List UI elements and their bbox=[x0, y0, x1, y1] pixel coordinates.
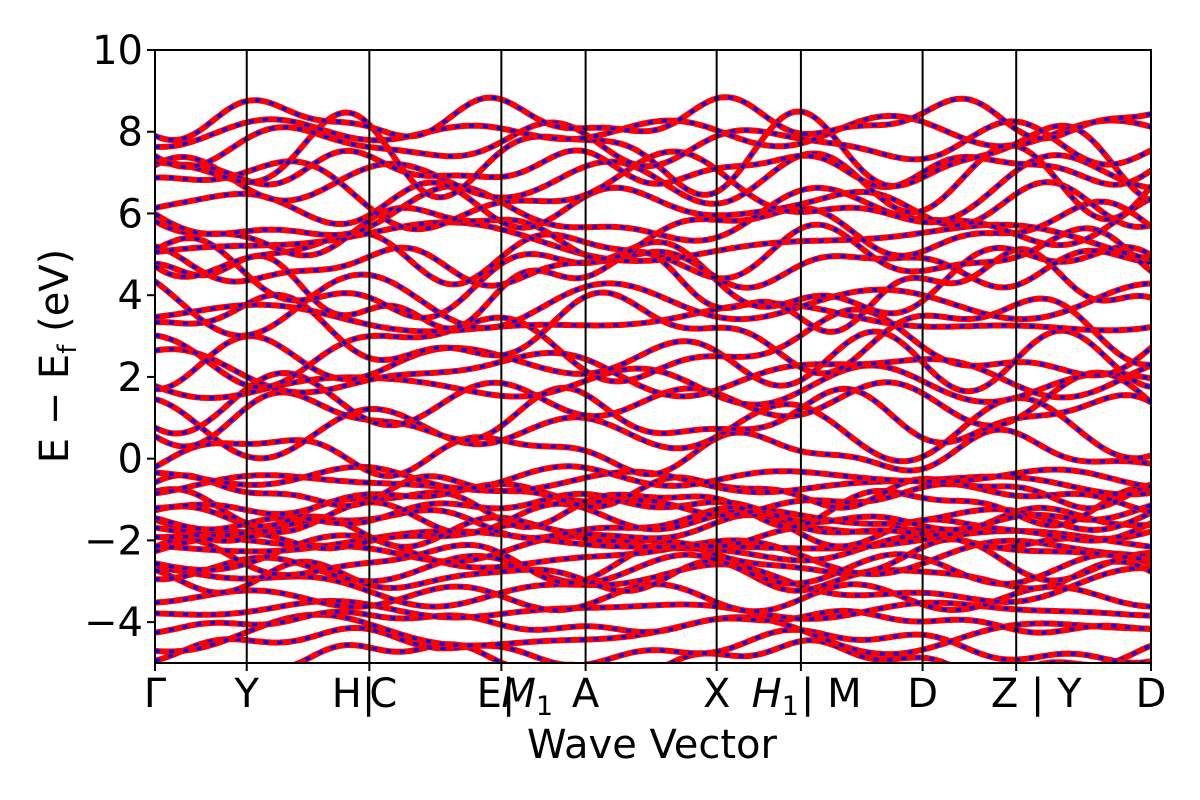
band-line-red bbox=[155, 179, 1151, 231]
band-line-blue bbox=[155, 184, 1151, 247]
x-tick-label: Y bbox=[234, 671, 260, 717]
band-line-blue bbox=[155, 95, 1151, 142]
y-axis-label: E − Ef (eV) bbox=[32, 249, 83, 464]
y-axis-label-unit: (eV) bbox=[32, 249, 78, 345]
x-axis-label: Wave Vector bbox=[527, 722, 778, 768]
y-axis-label-main: E − E bbox=[32, 354, 78, 464]
band-line-blue bbox=[155, 220, 1151, 263]
x-axis-ticks: Γ Y H|C E|M1 A X H1 | M D Z | Y D bbox=[144, 663, 1167, 722]
x-tick-label: Z | Y bbox=[991, 671, 1082, 717]
band-line-red bbox=[155, 235, 1151, 321]
y-tick-label: −4 bbox=[84, 600, 143, 646]
x-tick-label: H1 bbox=[752, 671, 799, 722]
bands-group bbox=[155, 94, 1151, 663]
x-tick-label: H| bbox=[332, 671, 376, 717]
band-line-red bbox=[155, 395, 1151, 465]
x-tick-label: E| bbox=[477, 671, 516, 717]
band-line-blue bbox=[155, 482, 1151, 518]
y-tick-label: 4 bbox=[118, 273, 143, 319]
y-tick-label: 10 bbox=[92, 28, 143, 74]
band-line-red bbox=[155, 147, 1151, 191]
band-line-blue bbox=[155, 149, 1151, 231]
y-tick-label: 0 bbox=[118, 437, 143, 483]
band-line-red bbox=[155, 300, 1151, 335]
x-tick-label: X bbox=[703, 671, 730, 717]
x-tick-label: A bbox=[572, 671, 600, 717]
plot-frame bbox=[154, 49, 1152, 664]
band-line-blue bbox=[294, 638, 1151, 663]
band-line-red bbox=[155, 118, 1151, 170]
y-tick-label: 8 bbox=[118, 110, 143, 156]
y-tick-label: 6 bbox=[118, 191, 143, 237]
band-line-blue bbox=[155, 559, 1151, 595]
y-tick-label: 2 bbox=[118, 355, 143, 401]
band-line-red bbox=[155, 607, 1151, 636]
y-axis-ticks: 10 8 6 4 2 0 −2 −4 bbox=[84, 28, 155, 646]
band-line-blue bbox=[155, 272, 1151, 338]
band-line-blue bbox=[155, 114, 1151, 149]
band-line-blue bbox=[155, 533, 1151, 576]
x-tick-label: D bbox=[907, 671, 938, 717]
x-tick-label: D bbox=[1136, 671, 1167, 717]
band-line-blue bbox=[155, 626, 1151, 663]
y-tick-label: −2 bbox=[84, 518, 143, 564]
band-line-blue bbox=[155, 582, 1151, 614]
band-line-blue bbox=[155, 492, 1151, 532]
band-line-red bbox=[155, 369, 1151, 437]
band-line-red bbox=[155, 426, 1151, 479]
band-line-blue bbox=[155, 386, 1151, 449]
band-line-blue bbox=[155, 464, 1151, 491]
band-line-red bbox=[155, 327, 1151, 395]
band-line-blue bbox=[155, 347, 1151, 400]
x-tick-label: C bbox=[369, 671, 397, 717]
band-line-blue bbox=[155, 427, 1151, 478]
band-line-blue bbox=[155, 109, 1151, 202]
y-axis-label-sub: f bbox=[53, 344, 83, 354]
band-line-blue bbox=[155, 180, 1151, 230]
band-line-blue bbox=[155, 609, 1151, 635]
x-tick-label: Γ bbox=[144, 671, 167, 717]
band-line-blue bbox=[155, 562, 1151, 609]
band-line-blue bbox=[155, 307, 1151, 390]
kpoint-lines bbox=[245, 50, 1018, 663]
x-tick-label: | M bbox=[801, 671, 862, 717]
x-tick-label: M1 bbox=[501, 671, 553, 722]
